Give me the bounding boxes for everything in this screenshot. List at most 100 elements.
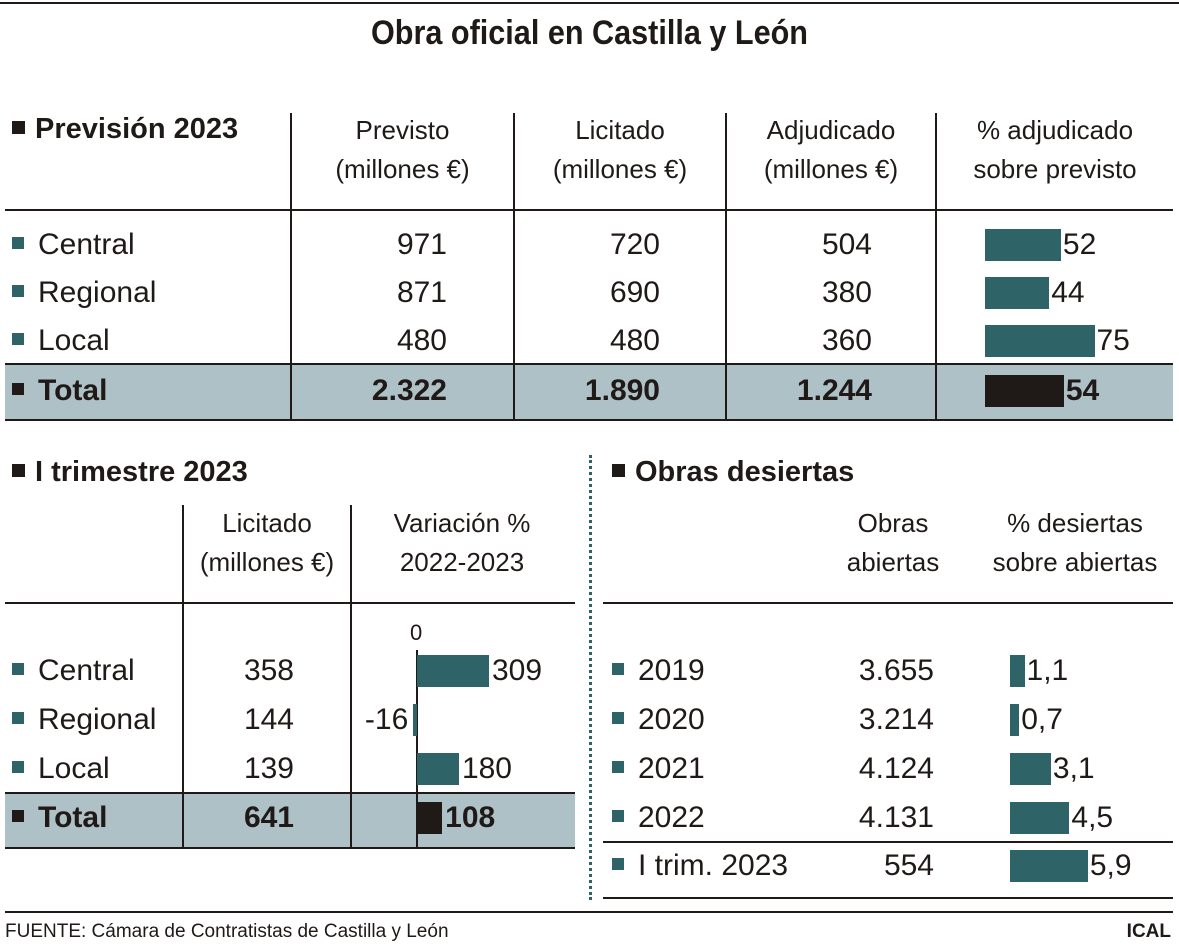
square-bullet-icon — [12, 810, 24, 823]
column-divider — [182, 505, 184, 849]
brand-logo: ICAL — [1126, 921, 1171, 942]
row-label-text: Central — [38, 654, 135, 687]
source-note: FUENTE: Cámara de Contratistas de Castil… — [5, 921, 449, 942]
total-band — [5, 794, 575, 848]
cell-value: 139 — [243, 752, 294, 785]
pct-bar — [985, 277, 1050, 309]
total-rule-top — [5, 792, 575, 794]
header-rule — [5, 602, 575, 604]
footer-rule — [5, 911, 1173, 913]
variation-bar — [417, 802, 443, 834]
header-line: (millones €) — [335, 154, 470, 184]
row-label: Central — [12, 227, 135, 263]
total-band — [5, 365, 1173, 420]
desiertas-bar-label: 5,9 — [1089, 849, 1132, 882]
cell-value: 720 — [609, 228, 660, 261]
pct-bar-label: 44 — [1051, 276, 1085, 309]
variation-bar-label: 309 — [491, 654, 543, 687]
cell-value: 1.890 — [584, 374, 660, 407]
cell-value: 4.131 — [858, 801, 934, 834]
desiertas-bar — [1010, 655, 1025, 687]
square-bullet-icon — [12, 333, 24, 346]
header-line: sobre abiertas — [992, 547, 1158, 577]
desiertas-bar — [1010, 802, 1070, 834]
column-header: Obras abiertas — [820, 504, 966, 582]
header-line: Adjudicado — [766, 115, 896, 145]
row-label: I trim. 2023 — [612, 848, 788, 884]
row-label-text: Local — [38, 752, 110, 785]
header-line: (millones €) — [552, 154, 688, 184]
cell-value: 2.322 — [371, 374, 447, 407]
cell-value: 1.244 — [796, 374, 872, 407]
cell-value: 144 — [243, 703, 294, 736]
desiertas-bar-label: 3,1 — [1052, 752, 1095, 785]
square-bullet-icon — [12, 463, 25, 477]
header-rule — [603, 602, 1173, 604]
cell-value: 380 — [821, 276, 872, 309]
row-label-text: 2020 — [638, 703, 705, 736]
total-rule-top — [5, 363, 1173, 365]
header-line: 2022-2023 — [399, 547, 525, 577]
row-label-text: 2022 — [638, 801, 705, 834]
cell-value: 480 — [609, 324, 660, 357]
header-line: sobre previsto — [973, 154, 1137, 184]
column-header: Licitado (millones €) — [184, 504, 350, 582]
row-label-text: Total — [38, 374, 108, 407]
pct-bar-label: 52 — [1062, 228, 1097, 261]
cell-value: 360 — [821, 324, 872, 357]
row-label: Regional — [12, 275, 156, 311]
pct-bar — [985, 375, 1064, 407]
column-divider — [513, 113, 515, 421]
row-label-text: 2021 — [638, 752, 705, 785]
row-label-text: 2019 — [638, 654, 705, 687]
variation-bar — [413, 704, 417, 736]
header-line: Previsto — [355, 115, 450, 145]
row-label: Total — [12, 800, 107, 836]
total-rule-bottom — [5, 847, 575, 849]
square-bullet-icon — [612, 810, 624, 823]
variation-bar-label: 108 — [445, 801, 496, 834]
desiertas-bar — [1010, 850, 1088, 882]
column-divider — [935, 113, 937, 421]
row-label: Local — [12, 323, 110, 359]
square-bullet-icon — [612, 761, 624, 774]
square-bullet-icon — [612, 463, 625, 477]
row-label: Total — [12, 373, 107, 409]
column-header: % adjudicado sobre previsto — [937, 111, 1173, 189]
variation-bar — [417, 753, 459, 785]
cell-value: 3.214 — [858, 703, 934, 736]
section-title-prevision: Previsión 2023 — [12, 113, 238, 146]
desiertas-bar-label: 4,5 — [1071, 801, 1114, 834]
desiertas-bar-label: 1,1 — [1026, 654, 1069, 687]
section-title-trimestre: I trimestre 2023 — [12, 456, 248, 489]
header-line: (millones €) — [199, 547, 335, 577]
variation-bar — [417, 655, 489, 687]
cell-value: 690 — [609, 276, 660, 309]
row-label-text: Local — [38, 324, 110, 357]
zero-axis — [416, 650, 418, 848]
column-header: Adjudicado (millones €) — [727, 111, 935, 189]
square-bullet-icon — [612, 712, 624, 725]
row-label: Regional — [12, 702, 156, 738]
row-label-text: Total — [38, 801, 108, 834]
row-label-text: Central — [38, 228, 135, 261]
cell-value: 871 — [396, 276, 447, 309]
cell-value: 641 — [243, 801, 294, 834]
header-line: Variación % — [393, 508, 531, 538]
cell-value: 504 — [821, 228, 872, 261]
column-header: Variación % 2022-2023 — [352, 504, 572, 582]
section-title-text: Previsión 2023 — [35, 113, 239, 145]
row-label: 2022 — [612, 800, 705, 836]
column-header: Previsto (millones €) — [292, 111, 513, 189]
last-row-rule — [603, 841, 1173, 843]
column-header: % desiertas sobre abiertas — [975, 504, 1175, 582]
row-label: 2020 — [612, 702, 705, 738]
square-bullet-icon — [12, 712, 24, 725]
row-label-text: Regional — [38, 703, 157, 736]
total-rule-bottom — [5, 419, 1173, 421]
square-bullet-icon — [612, 663, 624, 676]
desiertas-bar-label: 0,7 — [1021, 703, 1063, 736]
section-title-desiertas: Obras desiertas — [612, 456, 854, 489]
pct-bar — [985, 229, 1061, 261]
